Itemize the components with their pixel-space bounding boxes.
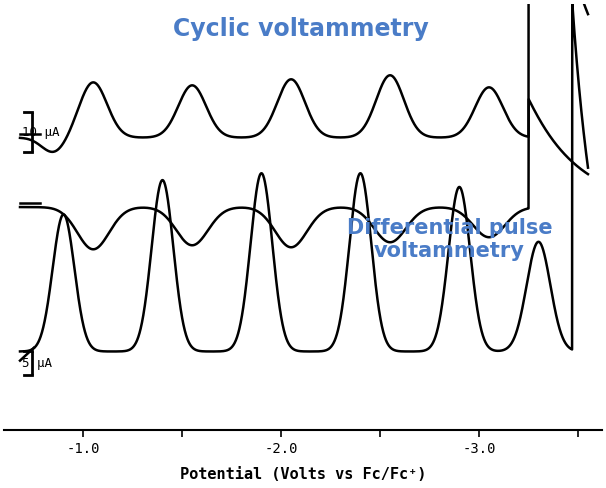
- X-axis label: Potential (Volts vs Fc/Fc⁺): Potential (Volts vs Fc/Fc⁺): [180, 467, 426, 482]
- Text: Cyclic voltammetry: Cyclic voltammetry: [173, 17, 429, 41]
- Text: 5 μA: 5 μA: [22, 357, 52, 370]
- Text: 10 μA: 10 μA: [22, 125, 59, 139]
- Text: Differential pulse
voltammetry: Differential pulse voltammetry: [347, 218, 552, 261]
